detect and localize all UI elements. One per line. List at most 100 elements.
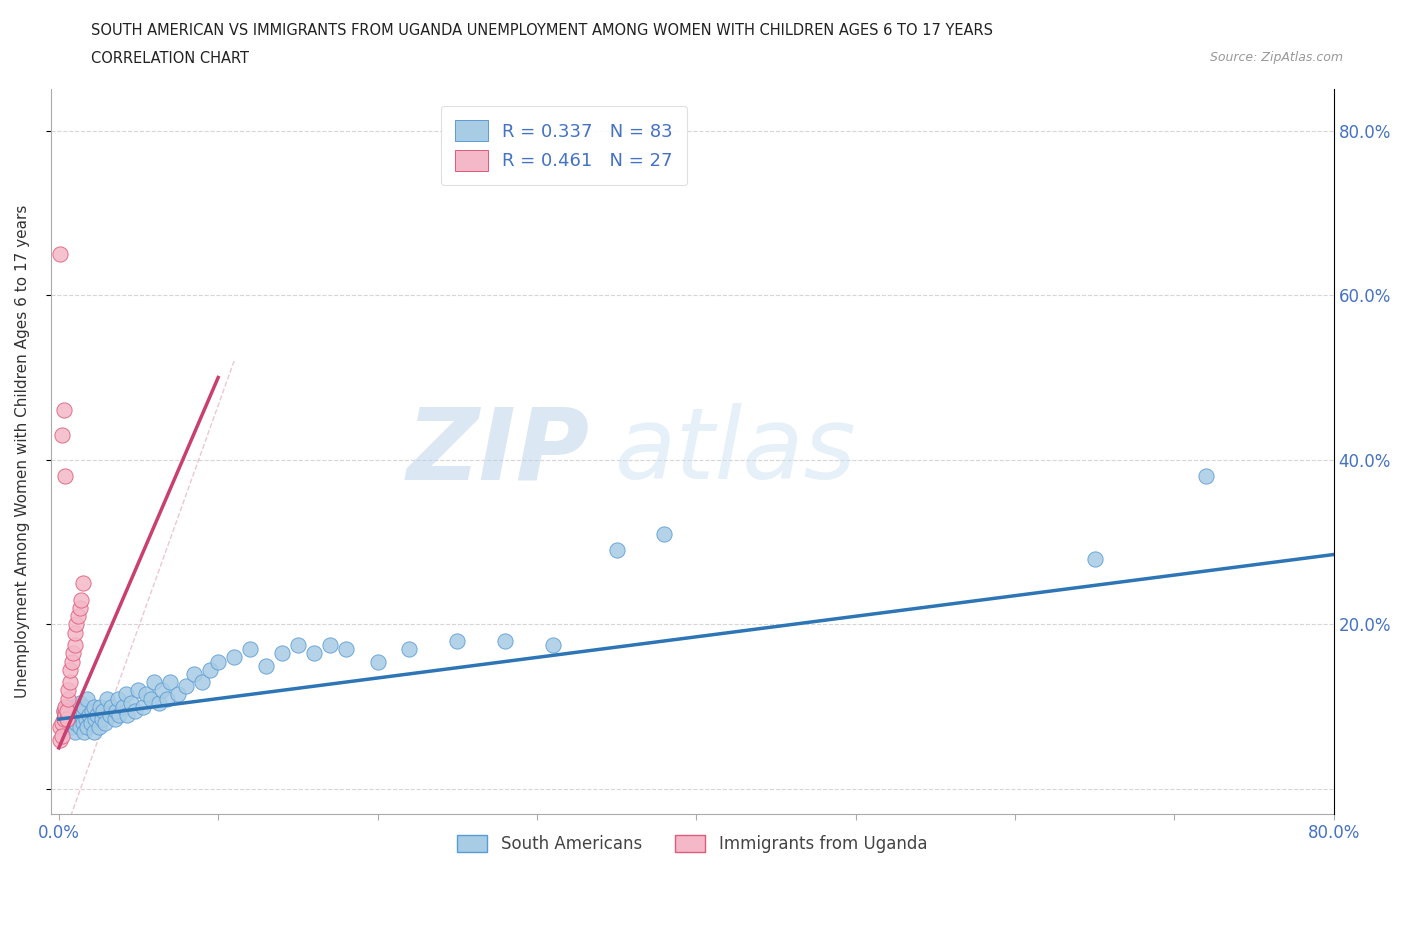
Point [76,691,98,706]
Point [63,724,86,739]
Point [100,699,122,714]
Point [62,716,84,731]
Point [94,716,117,731]
Point [150,683,173,698]
Point [73,724,96,739]
Point [52,703,75,718]
Point [77,708,100,723]
Point [90,711,112,726]
Point [83,724,105,739]
Point [167,687,190,702]
Point [73,699,96,714]
Point [82,703,104,718]
Point [86,708,108,723]
Point [59,711,82,726]
Point [141,691,163,706]
Point [132,699,155,714]
Point [62,708,84,723]
Point [58,716,80,731]
Text: Source: ZipAtlas.com: Source: ZipAtlas.com [1209,51,1343,64]
Point [60,699,83,714]
Point [494,633,516,648]
Point [53,708,76,723]
Point [55,699,77,714]
Point [222,650,245,665]
Point [124,703,146,718]
Point [83,699,105,714]
Point [270,645,292,660]
Point [63,638,86,653]
Point [1195,469,1218,484]
Point [127,683,149,698]
Point [60,720,83,735]
Text: CORRELATION CHART: CORRELATION CHART [91,51,249,66]
Point [51,716,73,731]
Point [59,674,82,689]
Point [62,645,84,660]
Point [183,667,205,682]
Point [541,638,564,653]
Text: SOUTH AMERICAN VS IMMIGRANTS FROM UGANDA UNEMPLOYMENT AMONG WOMEN WITH CHILDREN : SOUTH AMERICAN VS IMMIGRANTS FROM UGANDA… [91,23,994,38]
Point [49,246,72,261]
Point [72,703,94,718]
Point [89,699,111,714]
Point [55,703,77,718]
Point [93,703,115,718]
Point [52,711,75,726]
Point [174,679,197,694]
Point [69,696,91,711]
Point [70,592,93,607]
Point [76,720,98,735]
Point [108,708,131,723]
Text: ZIP: ZIP [406,403,589,500]
Point [446,633,468,648]
Point [53,699,76,714]
Point [114,687,136,702]
Point [55,708,77,723]
Legend: South Americans, Immigrants from Uganda: South Americans, Immigrants from Uganda [451,829,934,860]
Point [117,708,139,723]
Point [52,403,75,418]
Text: atlas: atlas [616,403,856,500]
Point [207,654,229,669]
Point [254,658,277,673]
Point [63,625,86,640]
Point [75,711,97,726]
Point [191,674,214,689]
Point [49,720,72,735]
Point [63,703,86,718]
Point [53,469,76,484]
Point [654,526,676,541]
Point [148,696,170,711]
Point [69,601,91,616]
Point [53,720,76,735]
Point [65,617,87,631]
Point [70,708,93,723]
Point [84,711,107,726]
Point [52,711,75,726]
Point [58,691,80,706]
Point [60,654,83,669]
Point [51,428,73,443]
Point [156,691,179,706]
Point [120,696,142,711]
Y-axis label: Unemployment Among Women with Children Ages 6 to 17 years: Unemployment Among Women with Children A… [15,205,30,698]
Point [105,703,128,718]
Point [107,691,129,706]
Point [65,699,87,714]
Point [98,708,121,723]
Point [318,638,340,653]
Point [87,720,110,735]
Point [159,674,181,689]
Point [69,720,91,735]
Point [103,711,125,726]
Point [55,711,77,726]
Point [366,654,388,669]
Point [72,716,94,731]
Point [59,662,82,677]
Point [302,645,325,660]
Point [52,703,75,718]
Point [96,691,118,706]
Point [335,642,357,657]
Point [49,732,72,747]
